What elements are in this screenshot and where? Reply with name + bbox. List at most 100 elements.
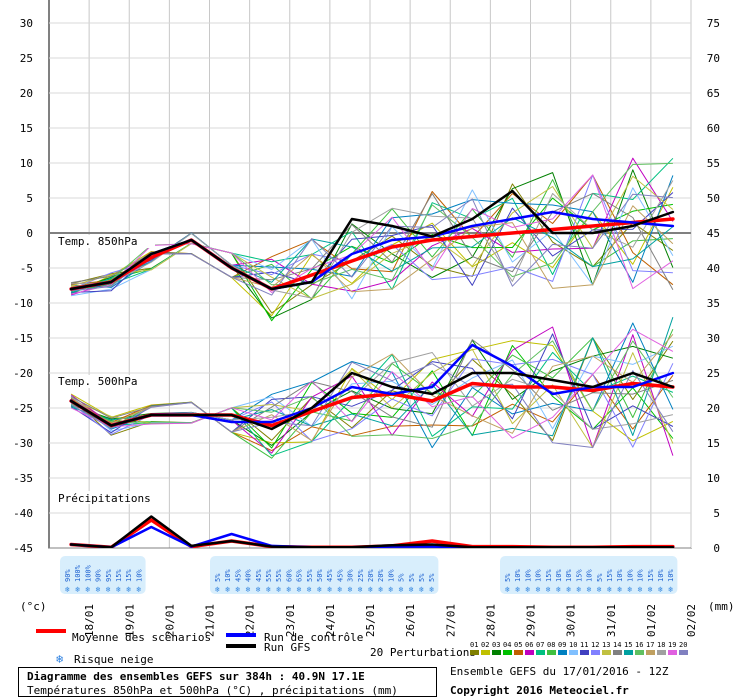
left-axis: 30 25 20 15 10 5 0 -5 -10 -15 -20 -25 -30 -35 -40 -45 — [13, 17, 33, 555]
date-tick-label: 31/01 — [605, 604, 618, 637]
right-unit: (mm) — [708, 600, 735, 613]
perturbation-number: 19 — [668, 641, 676, 649]
left-tick-label: -5 — [20, 262, 33, 275]
perturbation-swatch — [569, 650, 578, 655]
left-tick-label: -20 — [13, 367, 33, 380]
snow-percent-label: 15% — [575, 569, 583, 582]
right-tick-label: 20 — [707, 402, 720, 415]
snow-percent-label: 10% — [667, 569, 675, 582]
snow-risk-row: 90%❄100%❄100%❄90%❄95%❄15%❄15%❄10%❄5%❄10%… — [60, 556, 678, 594]
perturbation-number: 10 — [569, 641, 577, 649]
snow-percent-label: 45% — [326, 569, 334, 582]
snowflake-icon: ❄ — [75, 585, 80, 594]
snowflake-icon: ❄ — [96, 585, 101, 594]
series-group — [69, 157, 675, 548]
right-tick-label: 5 — [713, 507, 720, 520]
left-tick-label: 25 — [20, 52, 33, 65]
snowflake-icon: ❄ — [627, 585, 632, 594]
snow-percent-label: 10% — [637, 569, 645, 582]
snowflake-icon: ❄ — [546, 585, 551, 594]
right-tick-label: 35 — [707, 297, 720, 310]
snowflake-icon: ❄ — [56, 652, 63, 666]
snowflake-icon: ❄ — [658, 585, 663, 594]
snow-percent-label: 40% — [245, 569, 253, 582]
snowflake-icon: ❄ — [136, 585, 141, 594]
chart-title: Diagramme des ensembles GEFS sur 384h : … — [27, 670, 365, 683]
snowflake-icon: ❄ — [525, 585, 530, 594]
snow-percent-label: 10% — [387, 569, 395, 582]
snowflake-icon: ❄ — [327, 585, 332, 594]
snow-percent-label: 100% — [84, 564, 92, 582]
snow-group-1-bg — [60, 556, 146, 594]
left-tick-label: 0 — [26, 227, 33, 240]
legend-snow-label: Risque neige — [74, 653, 153, 666]
snow-percent-label: 5% — [408, 573, 416, 582]
perturbation-number: 05 — [514, 641, 522, 649]
snowflake-icon: ❄ — [337, 585, 342, 594]
snow-percent-label: 5% — [428, 573, 436, 582]
snowflake-icon: ❄ — [246, 585, 251, 594]
perturbation-number: 12 — [591, 641, 599, 649]
series-line — [69, 217, 675, 291]
snow-percent-label: 55% — [275, 569, 283, 582]
perturbation-swatch — [613, 650, 622, 655]
snowflake-icon: ❄ — [85, 585, 90, 594]
legend-mean-label: Moyenne des scénarios — [72, 631, 211, 644]
snowflake-icon: ❄ — [215, 585, 220, 594]
snow-percent-label: 50% — [316, 569, 324, 582]
date-tick-label: 21/01 — [204, 604, 217, 637]
snow-percent-label: 100% — [74, 564, 82, 582]
left-tick-label: -10 — [13, 297, 33, 310]
date-axis: 18/01 19/01 20/01 21/01 22/01 23/01 24/01 25/01… — [83, 604, 698, 637]
date-tick-label: 19/01 — [123, 604, 136, 637]
snowflake-icon: ❄ — [576, 585, 581, 594]
snow-percent-label: 15% — [647, 569, 655, 582]
ensemble-run-info: Ensemble GEFS du 17/01/2016 - 12Z — [450, 665, 669, 678]
series-line — [69, 371, 675, 431]
snowflake-icon: ❄ — [587, 585, 592, 594]
snowflake-icon: ❄ — [348, 585, 353, 594]
snowflake-icon: ❄ — [266, 585, 271, 594]
snowflake-icon: ❄ — [317, 585, 322, 594]
date-tick-label: 28/01 — [484, 604, 497, 637]
perturbation-swatches: 01 02 03 04 05 06 07 08 09 10 11 12 13 14 15 16 17 18 19 20 — [470, 641, 688, 655]
date-tick-label: 22/01 — [244, 604, 257, 637]
perturbation-swatch — [602, 650, 611, 655]
left-tick-label: -45 — [13, 542, 33, 555]
perturbation-swatch — [635, 650, 644, 655]
snowflake-icon: ❄ — [597, 585, 602, 594]
snow-percent-label: 10% — [535, 569, 543, 582]
perturbation-line — [70, 361, 674, 448]
right-tick-label: 30 — [707, 332, 720, 345]
series-line — [69, 515, 675, 548]
snowflake-icon: ❄ — [668, 585, 673, 594]
snow-percent-label: 90% — [64, 569, 72, 582]
snowflake-icon: ❄ — [378, 585, 383, 594]
precip-panel-label: Précipitations — [58, 492, 151, 505]
perturbation-swatch — [646, 650, 655, 655]
date-tick-label: 26/01 — [404, 604, 417, 637]
snow-percent-label: 25% — [357, 569, 365, 582]
perturbation-number: 01 — [470, 641, 478, 649]
snow-percent-label: 10% — [657, 569, 665, 582]
snowflake-icon: ❄ — [358, 585, 363, 594]
snow-percent-label: 15% — [606, 569, 614, 582]
snowflake-icon: ❄ — [225, 585, 230, 594]
date-tick-label: 23/01 — [284, 604, 297, 637]
snow-percent-label: 5% — [418, 573, 426, 582]
perturbation-swatch — [503, 650, 512, 655]
right-tick-label: 55 — [707, 157, 720, 170]
snow-percent-label: 5% — [504, 573, 512, 582]
snow-group-3-bg — [500, 556, 678, 594]
perturbation-swatch — [514, 650, 523, 655]
snow-percent-label: 10% — [224, 569, 232, 582]
right-tick-label: 60 — [707, 122, 720, 135]
snow-percent-label: 55% — [265, 569, 273, 582]
right-tick-label: 15 — [707, 437, 720, 450]
snowflake-icon: ❄ — [648, 585, 653, 594]
left-tick-label: 5 — [26, 192, 33, 205]
snowflake-icon: ❄ — [556, 585, 561, 594]
perturbation-number: 09 — [558, 641, 566, 649]
perturbation-number: 15 — [624, 641, 632, 649]
snowflake-icon: ❄ — [399, 585, 404, 594]
